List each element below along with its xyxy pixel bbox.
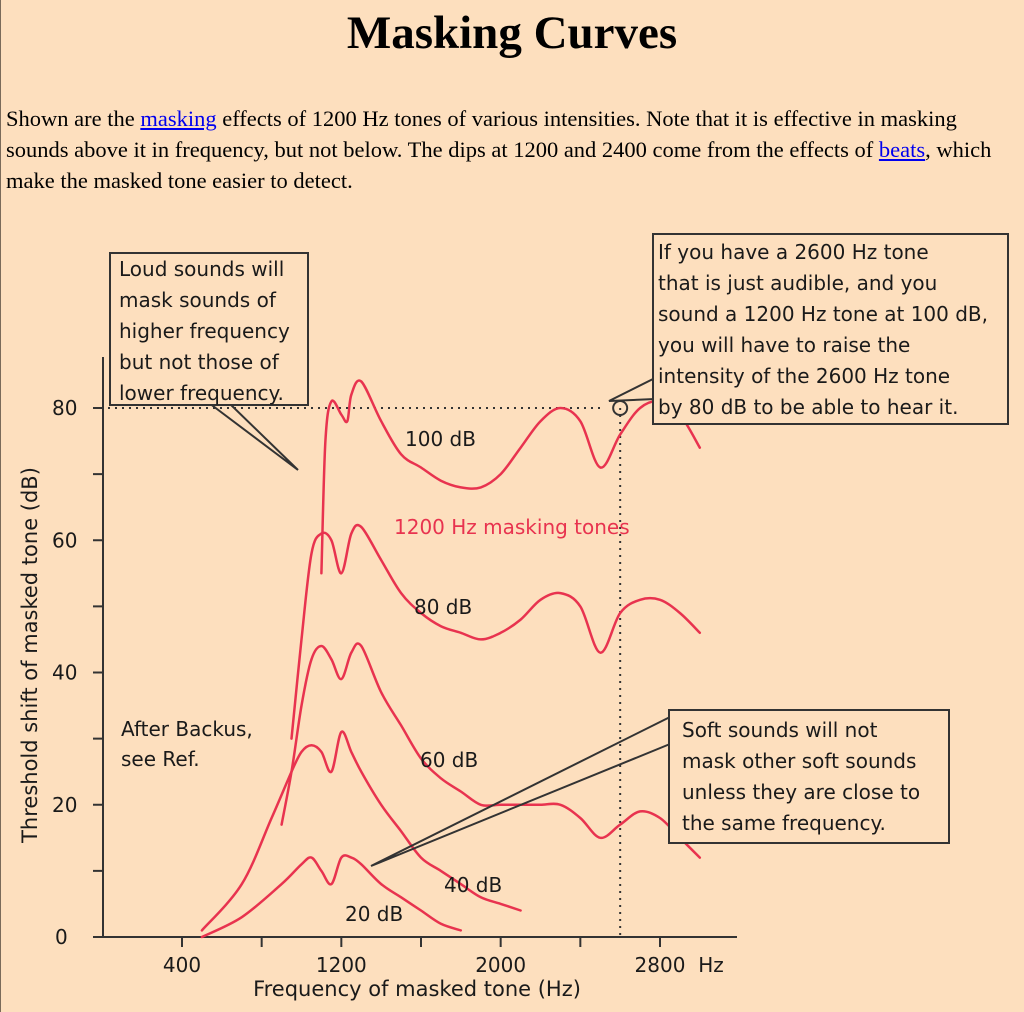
soft-callout: Soft sounds will not mask other soft soun… [668,709,950,844]
intro-text-1: Shown are the [6,106,141,131]
loud-callout-line: mask sounds of [119,288,277,312]
page-title: Masking Curves [346,7,678,59]
series-label: 100 dB [405,427,476,451]
loud-callout-line: higher frequency [119,319,290,343]
intro-text-3: , which make the masked tone easier to d… [6,137,992,193]
soft-callout-line: Soft sounds will not [682,718,878,742]
curve-20db [200,854,463,939]
chart-curves [200,379,702,939]
loud-pointer [208,402,299,471]
intro-text-2: effects of 1200 Hz tones of various inte… [6,106,957,162]
x-axis-title: Frequency of masked tone (Hz) [253,977,581,1001]
intro-paragraph: Shown are the masking effects of 1200 Hz… [6,103,1006,196]
soft-callout-line: unless they are close to [682,780,920,804]
tone-callout-line: that is just audible, and you [658,271,937,295]
credit-line: After Backus, [121,717,253,741]
series-label: 80 dB [414,595,472,619]
credit-line: see Ref. [121,747,200,771]
chart-guides [108,400,629,937]
x-tick-label: 2000 [475,953,526,977]
curve-100db [320,379,702,575]
x-tick-label: 2800 [635,953,686,977]
loud-callout-frame [109,252,309,406]
series-label: 60 dB [420,748,478,772]
masking-tones-label: 1200 Hz masking tones [394,515,630,539]
soft-callout-frame [668,709,950,844]
y-axis-title: Threshold shift of masked tone (dB) [18,467,42,844]
y-tick-label: 80 [52,396,77,420]
y-tick-label: 0 [55,925,68,949]
soft-pointer [370,716,671,867]
y-tick-label: 60 [52,528,77,552]
tone-pointer [608,377,656,402]
beats-link[interactable]: beats [878,137,926,162]
x-unit-label: Hz [698,953,724,977]
series-label: 20 dB [345,902,403,926]
tone-callout-line: If you have a 2600 Hz tone [658,240,929,264]
y-tick-label: 40 [52,661,77,685]
page-border [0,0,1,1012]
tone-callout-line: you will have to raise the [658,333,910,357]
loud-callout-line: but not those of [119,350,280,374]
chart-axes: 0 20 40 60 80 400 1200 2000 2800 Hz Frequency of m… [18,357,737,1001]
loud-callout: Loud sounds will mask sounds of higher fre… [109,252,309,406]
chart-labels: 20 dB 40 dB 60 dB 80 dB 100 dB 1200 Hz maskin… [121,427,630,926]
tone-callout-line: sound a 1200 Hz tone at 100 dB, [658,302,988,326]
tone-callout-frame [652,233,1009,425]
y-tick-label: 20 [52,793,77,817]
tone-callout-line: by 80 dB to be able to hear it. [658,395,958,419]
loud-callout-line: lower frequency. [119,381,284,405]
tone-callout: If you have a 2600 Hz tone that is just a… [652,233,1009,425]
x-tick-label: 1200 [316,953,367,977]
soft-callout-line: the same frequency. [682,811,886,835]
loud-callout-line: Loud sounds will [119,257,284,281]
curve-60db [280,642,702,859]
soft-callout-line: mask other soft sounds [682,749,916,773]
tone-callout-line: intensity of the 2600 Hz tone [658,364,950,388]
chart-callouts: Loud sounds will mask sounds of higher fre… [109,233,1009,867]
masking-link[interactable]: masking [140,106,217,131]
curve-80db [290,523,702,740]
x-tick-label: 400 [163,953,201,977]
series-label: 40 dB [444,873,502,897]
